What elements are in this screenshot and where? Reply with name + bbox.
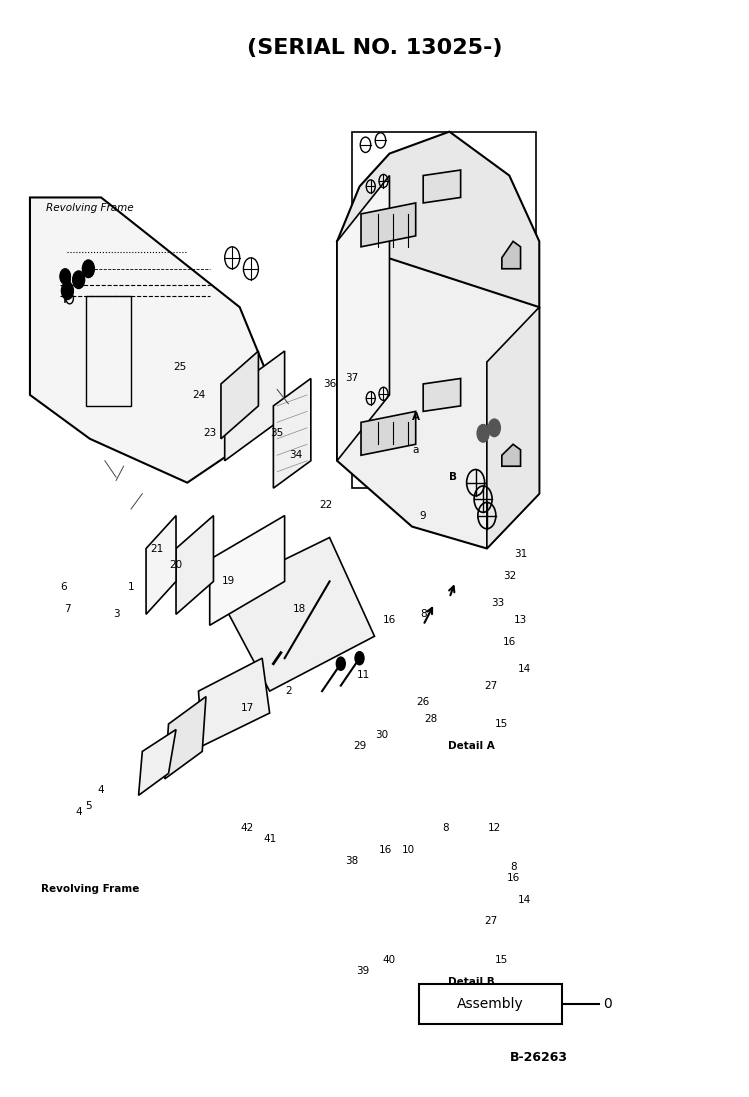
Text: 25: 25 [173,362,187,373]
Text: B-26263: B-26263 [510,1051,568,1064]
Text: 14: 14 [518,894,531,905]
FancyBboxPatch shape [419,984,562,1024]
Text: 36: 36 [323,378,336,389]
Text: 42: 42 [240,823,254,834]
Text: (SERIAL NO. 13025-): (SERIAL NO. 13025-) [246,38,503,58]
Polygon shape [502,444,521,466]
Text: 15: 15 [495,954,509,965]
Text: 9: 9 [420,510,426,521]
Text: 19: 19 [222,576,235,587]
Circle shape [488,419,500,437]
Polygon shape [225,351,285,461]
Text: 15: 15 [495,719,509,730]
Polygon shape [273,378,311,488]
Text: 16: 16 [506,872,520,883]
Text: a: a [413,444,419,455]
Text: 8: 8 [443,823,449,834]
Text: 28: 28 [424,713,437,724]
Text: 0: 0 [603,997,612,1010]
Polygon shape [221,351,258,439]
Text: 20: 20 [169,559,183,570]
Polygon shape [30,197,285,483]
Text: 30: 30 [375,730,389,740]
Circle shape [336,657,345,670]
Text: 32: 32 [503,570,516,581]
Circle shape [61,282,73,299]
Text: 23: 23 [203,428,216,439]
Text: 2: 2 [285,686,291,697]
Text: 39: 39 [357,965,370,976]
Text: Detail B: Detail B [449,976,495,987]
Polygon shape [337,132,539,307]
Text: 37: 37 [345,373,359,384]
Text: 10: 10 [401,845,415,856]
Circle shape [477,425,489,442]
Text: 40: 40 [383,954,396,965]
Text: 27: 27 [484,680,497,691]
Text: 4: 4 [76,806,82,817]
Text: 27: 27 [484,916,497,927]
Polygon shape [146,516,176,614]
Text: 1: 1 [128,581,134,592]
Text: 11: 11 [357,669,370,680]
Text: Revolving Frame: Revolving Frame [46,203,133,214]
Polygon shape [337,176,539,548]
Polygon shape [165,697,206,779]
Text: 35: 35 [270,428,284,439]
Polygon shape [198,658,270,746]
Polygon shape [423,170,461,203]
Polygon shape [217,538,374,691]
Polygon shape [139,730,176,795]
Text: 8: 8 [420,609,426,620]
Text: 12: 12 [488,823,501,834]
Text: 14: 14 [518,664,531,675]
Text: 3: 3 [113,609,119,620]
Text: 18: 18 [293,603,306,614]
Text: Assembly: Assembly [457,997,524,1010]
Polygon shape [361,203,416,247]
Polygon shape [487,307,539,548]
Polygon shape [423,378,461,411]
Text: Detail A: Detail A [449,740,495,751]
Circle shape [60,269,70,284]
Polygon shape [361,411,416,455]
Text: 17: 17 [240,702,254,713]
Text: 24: 24 [192,389,205,400]
Text: B: B [449,472,457,483]
FancyBboxPatch shape [352,340,536,488]
Text: 16: 16 [503,636,516,647]
Text: 4: 4 [98,784,104,795]
Text: A: A [412,411,419,422]
Text: 5: 5 [85,801,91,812]
Text: 16: 16 [379,845,392,856]
Text: 31: 31 [514,548,527,559]
Circle shape [73,271,85,289]
Text: 21: 21 [151,543,164,554]
FancyBboxPatch shape [352,132,536,280]
Polygon shape [337,176,389,461]
Text: Revolving Frame: Revolving Frame [40,883,139,894]
Text: 26: 26 [416,697,430,708]
Circle shape [355,652,364,665]
Polygon shape [210,516,285,625]
Polygon shape [176,516,213,614]
Circle shape [82,260,94,278]
Text: 38: 38 [345,856,359,867]
Text: 41: 41 [263,834,276,845]
Text: 7: 7 [64,603,70,614]
Text: 13: 13 [514,614,527,625]
Polygon shape [502,241,521,269]
Text: 8: 8 [510,861,516,872]
Text: 16: 16 [383,614,396,625]
Text: 34: 34 [289,450,303,461]
Text: 22: 22 [319,499,333,510]
Text: 33: 33 [491,598,505,609]
Text: 6: 6 [61,581,67,592]
Text: 29: 29 [353,740,366,751]
